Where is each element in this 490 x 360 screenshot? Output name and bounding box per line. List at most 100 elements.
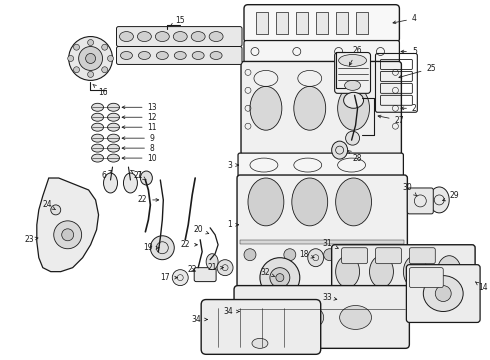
Bar [336, 12, 347, 33]
FancyBboxPatch shape [342, 248, 368, 264]
Ellipse shape [437, 256, 461, 288]
Ellipse shape [369, 256, 393, 288]
Ellipse shape [86, 54, 96, 63]
Ellipse shape [260, 258, 300, 298]
Ellipse shape [107, 154, 120, 162]
Text: 18: 18 [299, 250, 314, 259]
Text: 32: 32 [260, 268, 275, 277]
Ellipse shape [107, 144, 120, 152]
Ellipse shape [107, 123, 120, 131]
Text: 24: 24 [43, 201, 55, 210]
Ellipse shape [138, 51, 150, 59]
FancyBboxPatch shape [117, 46, 242, 64]
Text: 26: 26 [349, 46, 363, 65]
Ellipse shape [191, 32, 205, 41]
FancyBboxPatch shape [335, 53, 370, 93]
FancyBboxPatch shape [409, 248, 435, 264]
Ellipse shape [336, 178, 371, 226]
Bar [296, 12, 308, 33]
Ellipse shape [209, 32, 223, 41]
FancyBboxPatch shape [244, 41, 399, 62]
Text: 34: 34 [191, 315, 207, 324]
Ellipse shape [332, 141, 347, 159]
Ellipse shape [248, 178, 284, 226]
Text: 33: 33 [323, 293, 337, 302]
Ellipse shape [345, 131, 360, 145]
Ellipse shape [120, 32, 133, 41]
Text: 6: 6 [101, 170, 112, 180]
Text: 30: 30 [402, 184, 417, 196]
Ellipse shape [92, 154, 103, 162]
FancyBboxPatch shape [409, 268, 443, 288]
Ellipse shape [68, 55, 74, 62]
FancyBboxPatch shape [201, 300, 321, 354]
Text: 22: 22 [180, 240, 197, 249]
FancyBboxPatch shape [194, 268, 216, 282]
Text: 11: 11 [122, 123, 157, 132]
Text: 16: 16 [93, 84, 107, 97]
Text: 22: 22 [138, 195, 159, 204]
Text: 27: 27 [378, 115, 404, 125]
Text: 13: 13 [122, 103, 157, 112]
Text: 1: 1 [228, 220, 239, 229]
Ellipse shape [92, 123, 103, 131]
Text: 19: 19 [144, 243, 159, 252]
Text: 8: 8 [122, 144, 155, 153]
Ellipse shape [107, 103, 120, 111]
FancyBboxPatch shape [406, 265, 480, 323]
Ellipse shape [192, 51, 204, 59]
Text: 10: 10 [122, 154, 157, 163]
Text: 4: 4 [393, 14, 417, 24]
Ellipse shape [141, 171, 152, 185]
Polygon shape [37, 178, 98, 272]
Bar [356, 12, 368, 33]
Ellipse shape [103, 173, 118, 193]
FancyBboxPatch shape [375, 248, 401, 264]
Ellipse shape [244, 306, 276, 329]
Bar [316, 12, 328, 33]
Ellipse shape [107, 113, 120, 121]
Text: 22: 22 [188, 265, 197, 274]
Ellipse shape [54, 221, 82, 249]
Ellipse shape [155, 32, 169, 41]
Ellipse shape [137, 32, 151, 41]
Ellipse shape [150, 236, 174, 260]
Ellipse shape [92, 134, 103, 142]
Ellipse shape [244, 249, 256, 261]
Ellipse shape [344, 80, 361, 90]
Ellipse shape [74, 44, 79, 50]
Ellipse shape [92, 113, 103, 121]
Ellipse shape [51, 205, 61, 215]
Ellipse shape [423, 276, 463, 311]
Ellipse shape [276, 274, 284, 282]
Ellipse shape [74, 67, 79, 73]
Bar [276, 12, 288, 33]
Text: 25: 25 [399, 64, 436, 78]
Ellipse shape [429, 187, 449, 213]
Ellipse shape [92, 144, 103, 152]
Ellipse shape [284, 249, 296, 261]
Text: 17: 17 [161, 273, 177, 282]
Ellipse shape [403, 256, 427, 288]
Ellipse shape [250, 86, 282, 130]
Text: 29: 29 [442, 192, 459, 201]
Ellipse shape [107, 134, 120, 142]
Ellipse shape [78, 46, 102, 71]
Ellipse shape [292, 306, 324, 329]
Ellipse shape [339, 54, 367, 67]
Ellipse shape [206, 254, 218, 270]
Text: 3: 3 [228, 161, 239, 170]
Bar [256, 12, 268, 33]
Ellipse shape [102, 44, 108, 50]
Ellipse shape [340, 306, 371, 329]
Ellipse shape [62, 229, 74, 241]
Ellipse shape [174, 51, 186, 59]
Text: 20: 20 [194, 225, 209, 234]
Ellipse shape [294, 86, 326, 130]
Ellipse shape [88, 40, 94, 45]
Ellipse shape [210, 51, 222, 59]
Ellipse shape [333, 292, 346, 307]
Ellipse shape [338, 86, 369, 130]
Ellipse shape [364, 249, 375, 261]
Ellipse shape [308, 249, 324, 267]
